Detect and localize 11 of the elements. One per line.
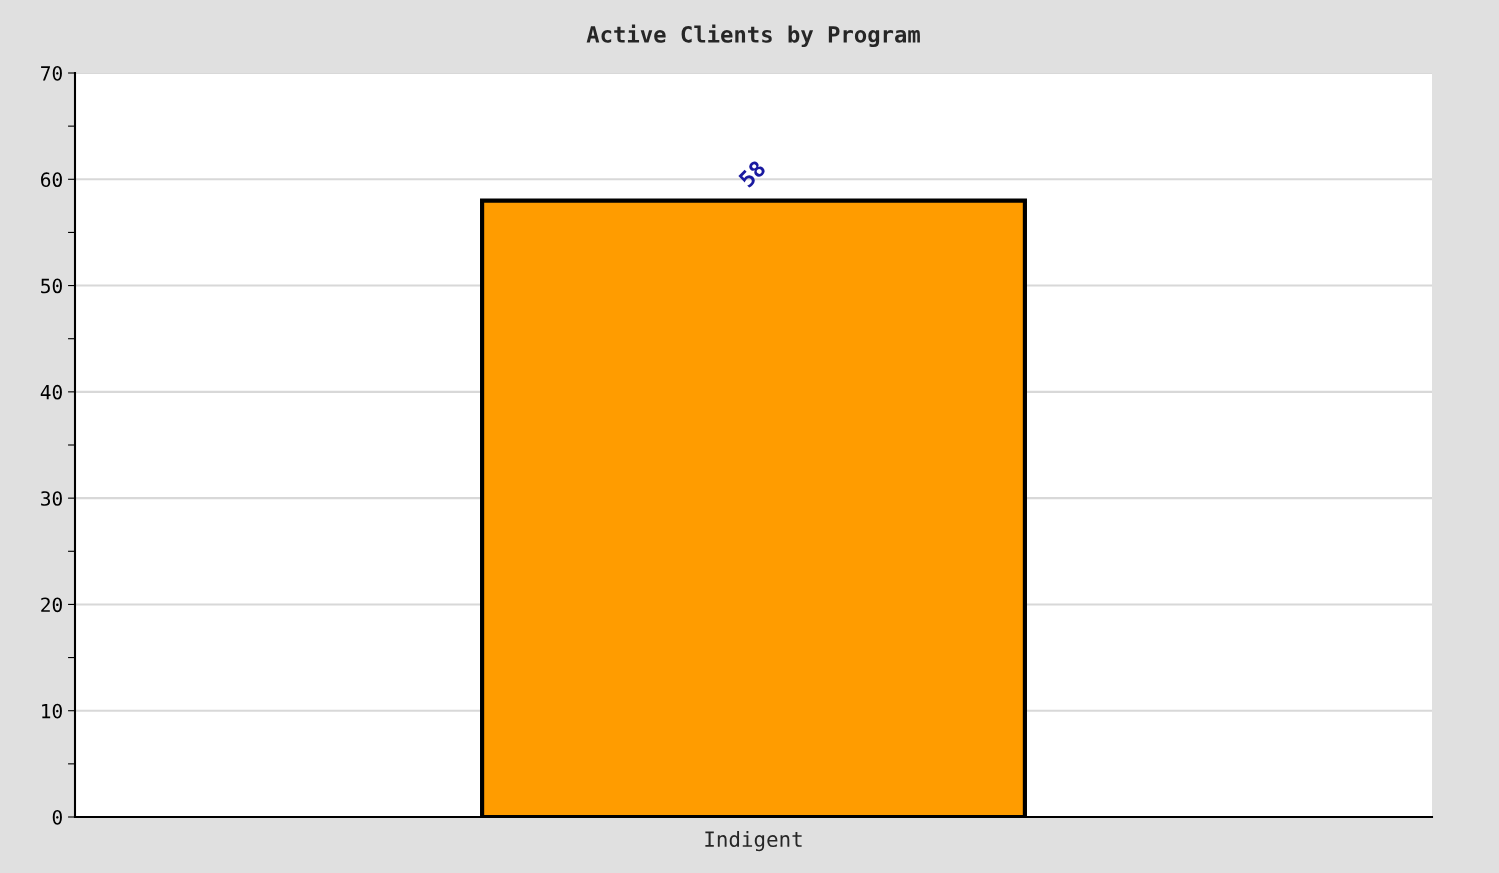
y-tick-label: 70 <box>41 66 62 81</box>
x-tick-label: Indigent <box>705 830 802 852</box>
y-tick-label: 20 <box>41 597 62 613</box>
y-tick-label: 0 <box>52 810 62 825</box>
chart-title: Active Clients by Program <box>586 24 920 48</box>
data-label: 58 <box>737 159 767 189</box>
y-tick-label: 10 <box>42 703 62 719</box>
y-tick-label: 30 <box>41 491 62 506</box>
y-tick-label: 50 <box>41 278 62 294</box>
y-tick-label: 40 <box>40 384 62 400</box>
y-tick-label: 60 <box>41 172 62 187</box>
